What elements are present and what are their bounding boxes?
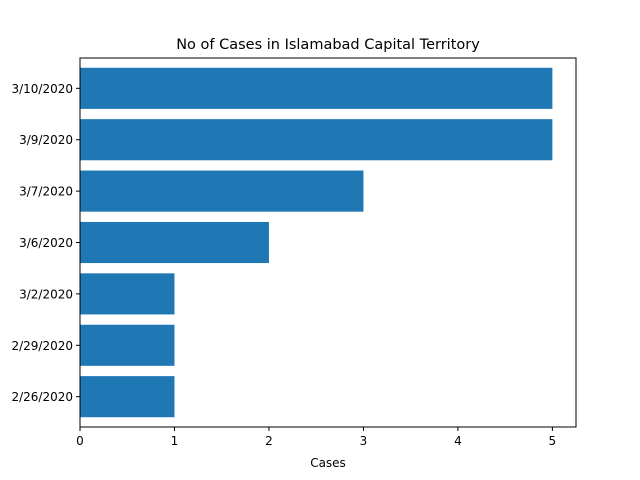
x-axis-label: Cases [310, 456, 346, 470]
plot-frame [79, 57, 577, 428]
x-tick-label: 0 [76, 434, 84, 448]
bar-3/6/2020 [80, 221, 269, 264]
x-tick-label: 1 [171, 434, 179, 448]
y-tick-label: 3/9/2020 [19, 133, 73, 147]
x-tick-label: 3 [360, 434, 368, 448]
y-tick-label: 3/6/2020 [19, 236, 73, 250]
x-tick-label: 2 [265, 434, 273, 448]
y-tick-label: 2/26/2020 [11, 390, 73, 404]
bar-3/10/2020 [80, 67, 553, 109]
chart-title: No of Cases in Islamabad Capital Territo… [176, 37, 480, 53]
bar-2/29/2020 [80, 324, 175, 366]
y-tick-label: 3/7/2020 [19, 185, 73, 199]
bar-2/26/2020 [80, 376, 175, 418]
bars-group [80, 67, 553, 418]
x-tick-label: 5 [549, 434, 557, 448]
y-tick-label: 3/10/2020 [11, 82, 73, 96]
y-tick-label: 3/2/2020 [19, 287, 73, 301]
ticks-group: 2/26/2020 2/29/2020 3/2/2020 3/6/2020 3/7/20… [11, 82, 556, 448]
y-tick-label: 2/29/2020 [11, 339, 73, 353]
bar-3/7/2020 [80, 170, 364, 212]
x-tick-label: 4 [454, 434, 462, 448]
bar-3/2/2020 [80, 273, 175, 315]
bar-3/9/2020 [80, 119, 553, 161]
